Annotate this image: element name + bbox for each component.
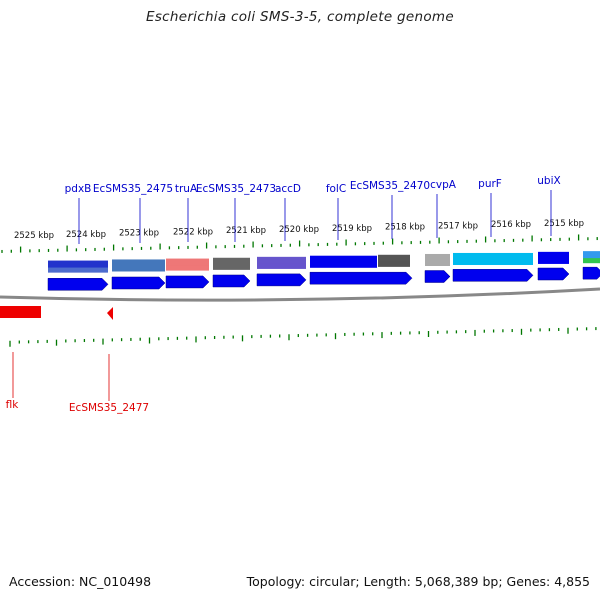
forward-gene-arrow: [111, 276, 166, 290]
scale-label: 2523 kbp: [119, 229, 159, 239]
scale-label: 2525 kbp: [14, 231, 54, 241]
forward-gene-arrow: [582, 266, 600, 280]
feature-block-shade: [166, 265, 209, 271]
feature-block-shade: [112, 266, 165, 272]
reverse-gene-label: flk: [6, 399, 20, 411]
scale-label: 2519 kbp: [332, 224, 372, 234]
forward-gene-arrow: [452, 269, 534, 282]
forward-gene-label: truA: [175, 183, 198, 195]
forward-gene-arrow: [309, 271, 413, 285]
feature-block: [538, 251, 569, 264]
feature-block-shade: [378, 261, 410, 267]
forward-gene-label: purF: [478, 178, 502, 190]
feature-block-shade: [583, 258, 600, 264]
forward-gene-label: EcSMS35_2470: [350, 180, 430, 192]
forward-gene-arrow: [424, 270, 451, 283]
forward-gene-label: pdxB: [65, 183, 92, 195]
feature-block-shade: [48, 267, 108, 273]
feature-block-shade: [213, 264, 250, 270]
forward-gene-arrow: [537, 267, 570, 281]
forward-gene-label: EcSMS35_2473: [196, 183, 276, 195]
map-title: Escherichia coli SMS-3-5, complete genom…: [145, 9, 454, 25]
forward-gene-label: cvpA: [430, 179, 457, 191]
forward-gene-label: folC: [326, 183, 346, 195]
scale-label: 2517 kbp: [438, 221, 478, 231]
scale-label: 2518 kbp: [385, 223, 425, 233]
reverse-gene-arrow: [0, 306, 41, 318]
scale-label: 2516 kbp: [491, 220, 531, 230]
forward-gene-arrow: [256, 273, 307, 287]
forward-gene-label: accD: [275, 183, 301, 195]
feature-block-shade: [538, 258, 569, 264]
feature-block-shade: [257, 263, 306, 269]
forward-gene-label: ubiX: [537, 175, 560, 187]
accession-label: Accession: NC_010498: [9, 574, 152, 589]
genome-backbone: [0, 287, 600, 302]
scale-label: 2515 kbp: [544, 219, 584, 229]
feature-block-shade: [310, 262, 377, 268]
reverse-gene-arrow: [107, 307, 113, 320]
scale-label: 2522 kbp: [173, 227, 213, 237]
scale-label: 2524 kbp: [66, 230, 106, 240]
feature-block-shade: [425, 260, 450, 266]
forward-gene-arrow: [47, 278, 109, 291]
forward-gene-arrow: [165, 275, 210, 289]
genome-summary-label: Topology: circular; Length: 5,068,389 bp…: [246, 574, 590, 589]
scale-label: 2521 kbp: [226, 226, 266, 236]
forward-gene-arrow: [212, 274, 251, 288]
scale-label: 2520 kbp: [279, 225, 319, 235]
reverse-gene-label: EcSMS35_2477: [69, 402, 149, 414]
forward-gene-label: EcSMS35_2475: [93, 183, 173, 195]
feature-block-shade: [453, 259, 533, 265]
